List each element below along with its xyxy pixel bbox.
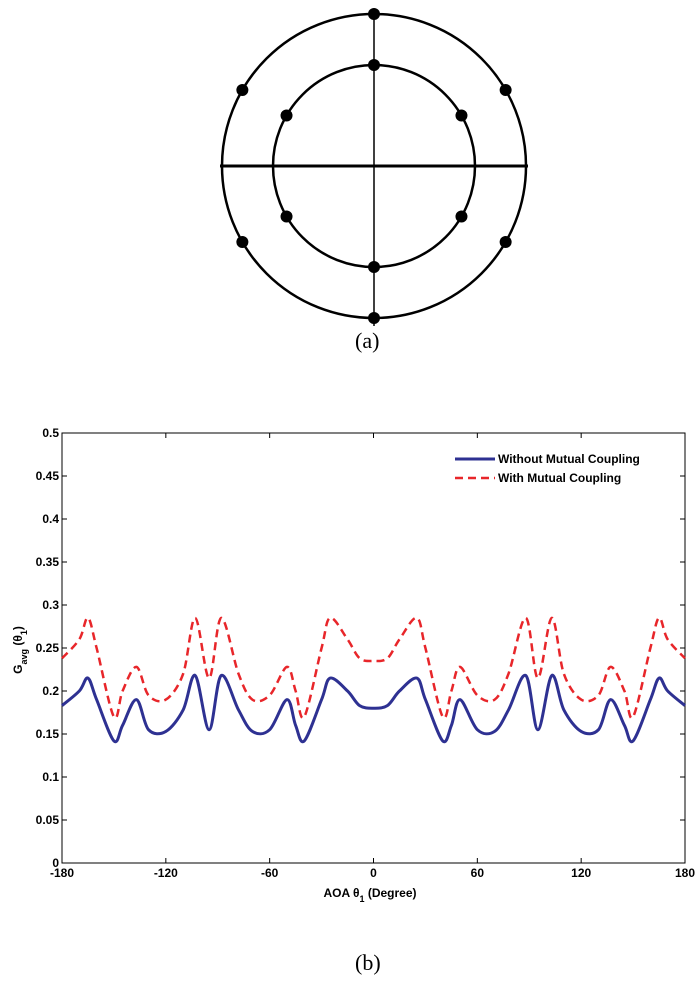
plot-frame	[61, 432, 686, 864]
legend: Without Mutual Coupling With Mutual Coup…	[455, 452, 640, 485]
x-tick-label: 0	[370, 866, 377, 880]
y-tick-label: 0.1	[42, 770, 59, 784]
x-tick-label: -60	[261, 866, 279, 880]
y-tick-label: 0.05	[36, 813, 60, 827]
x-axis-label: AOA θ1 (Degree)	[323, 886, 416, 904]
outer-element-4	[368, 312, 380, 324]
array-diagram	[220, 8, 528, 326]
y-tick-label: 0.25	[36, 641, 60, 655]
outer-element-6	[236, 84, 249, 96]
x-tick-label: -180	[50, 866, 74, 880]
y-tick-label: 0.45	[36, 469, 60, 483]
series-line-with-coupling	[61, 616, 686, 720]
y-tick-label: 0.35	[36, 555, 60, 569]
caption-b: (b)	[355, 950, 381, 975]
y-tick-label: 0	[52, 856, 59, 870]
y-tick-label: 0.2	[42, 684, 59, 698]
x-tick-label: 180	[675, 866, 695, 880]
y-tick-label: 0.5	[42, 426, 59, 440]
outer-element-5	[236, 236, 249, 248]
caption-a: (a)	[355, 328, 380, 353]
x-tick-label: 60	[471, 866, 485, 880]
y-tick-label: 0.3	[42, 598, 59, 612]
inner-element-6	[280, 109, 293, 122]
inner-element-3	[455, 210, 468, 223]
y-axis-label: Gavg (θ1)	[11, 626, 29, 674]
outer-element-2	[499, 84, 512, 96]
x-tick-label: -120	[154, 866, 178, 880]
inner-element-1	[368, 59, 380, 71]
outer-element-1	[368, 8, 380, 20]
legend-label-with-coupling: With Mutual Coupling	[498, 471, 621, 485]
y-tick-label: 0.4	[42, 512, 59, 526]
inner-element-4	[368, 261, 380, 273]
inner-element-2	[455, 109, 468, 122]
outer-element-3	[499, 236, 512, 248]
x-tick-label: 120	[571, 866, 591, 880]
gain-chart: 0 0.05 0.1 0.15 0.2 0.25 0.3 0.35 0.4 0.45 0.5 -18…	[11, 426, 695, 904]
legend-label-without-coupling: Without Mutual Coupling	[498, 452, 640, 466]
y-tick-label: 0.15	[36, 727, 60, 741]
inner-element-5	[280, 210, 293, 223]
series-line-without-coupling	[61, 674, 686, 744]
